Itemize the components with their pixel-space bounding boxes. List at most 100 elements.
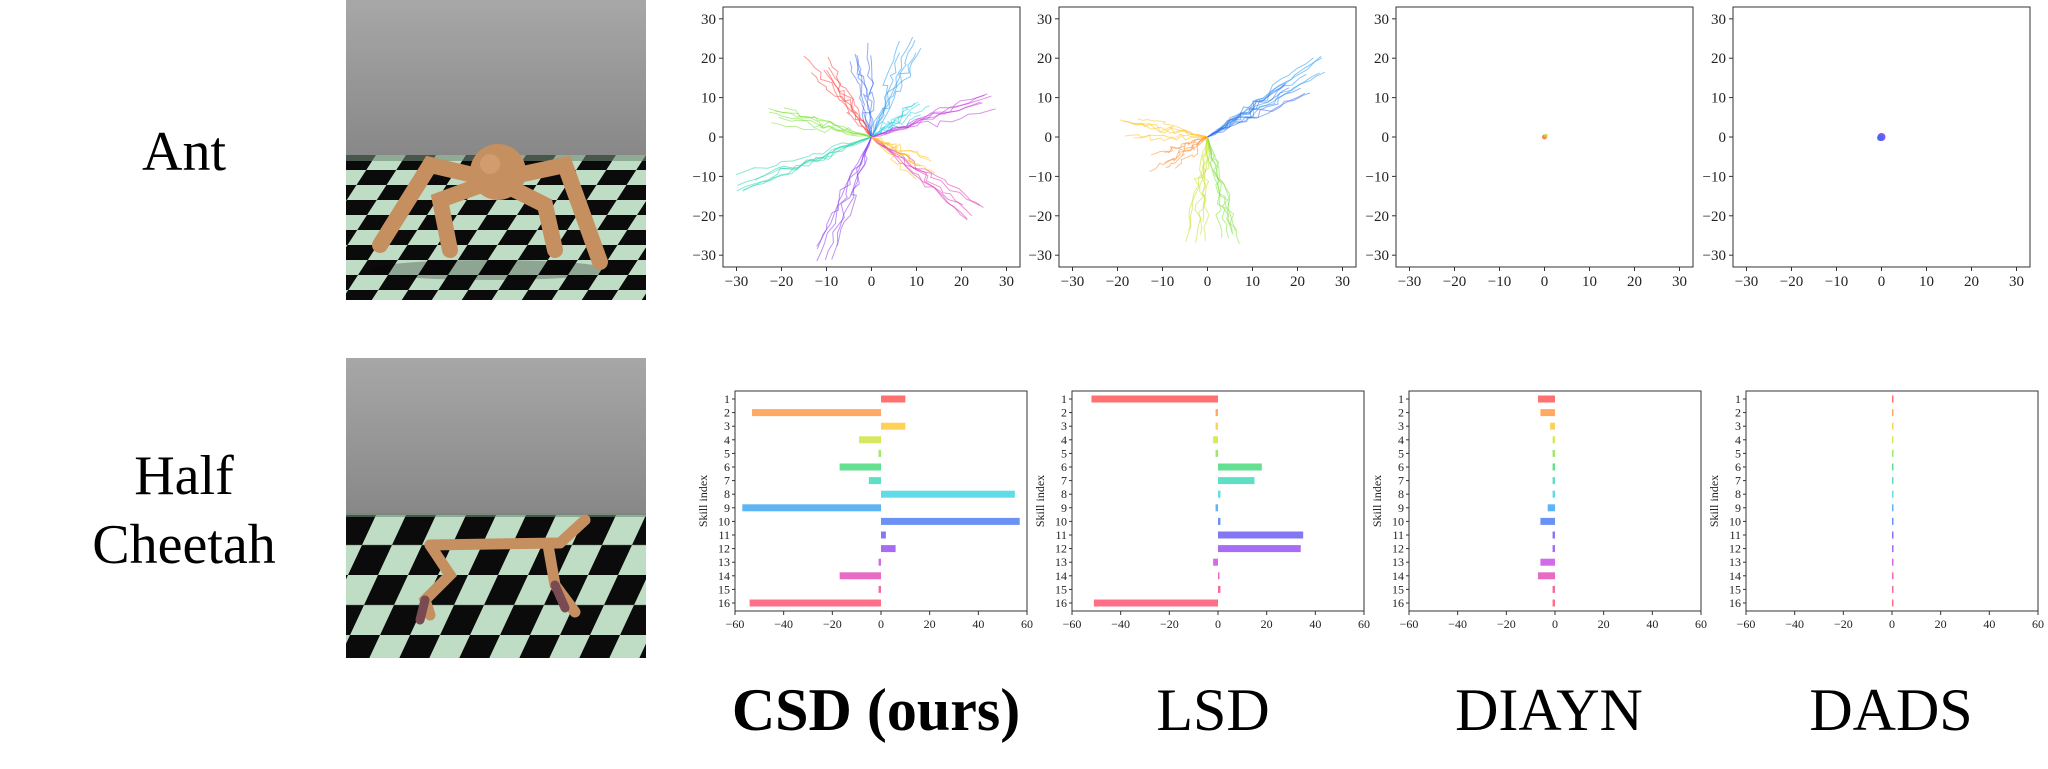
trajectory-skill-1 <box>827 56 872 138</box>
bar-skill-3 <box>1550 422 1555 430</box>
y-tick-label: 14 <box>718 569 730 583</box>
x-tick-label: −20 <box>1443 274 1466 290</box>
y-tick-label: 13 <box>1729 555 1741 569</box>
bar-skill-7 <box>1218 477 1255 485</box>
trajectory-skill-7 <box>737 136 872 186</box>
x-tick-label: −30 <box>725 274 748 290</box>
x-tick-label: 10 <box>909 274 924 290</box>
trajectory-skill-8 <box>816 136 872 247</box>
x-tick-label: 20 <box>1290 274 1305 290</box>
y-tick-label: 14 <box>1392 569 1404 583</box>
y-tick-label: −20 <box>1366 209 1389 225</box>
x-tick-label: 20 <box>924 617 936 631</box>
y-tick-label: 5 <box>1061 446 1067 460</box>
y-tick-label: 10 <box>1374 91 1389 107</box>
ant-panel-diayn: −30 −20 −10 0 10 20 30 30 20 10 0 −10 −20 −30 <box>1366 6 1694 290</box>
y-tick-label: 20 <box>1037 51 1052 67</box>
y-tick-label: 30 <box>701 12 716 28</box>
trajectory-skill-5 <box>871 108 996 138</box>
bar-skill-2 <box>752 409 881 417</box>
trajectory-skill-4 <box>1175 136 1208 169</box>
bar-skill-9 <box>1215 504 1218 512</box>
y-tick-label: −10 <box>693 169 716 185</box>
bar-skill-4 <box>1213 436 1218 444</box>
bar-skill-12 <box>1552 545 1555 553</box>
method-label-lsd: LSD <box>1156 677 1269 743</box>
trajectory-skill-4 <box>871 101 919 138</box>
y-tick-label: −20 <box>1703 209 1726 225</box>
x-tick-label: 60 <box>2032 617 2044 631</box>
y-tick-label: 16 <box>1729 596 1741 610</box>
bar-skill-7 <box>868 477 881 485</box>
bar-skill-15 <box>1552 585 1555 593</box>
x-tick-label: 0 <box>1878 274 1886 290</box>
x-tick-label: −10 <box>1488 274 1511 290</box>
y-tick-label: 3 <box>724 419 730 433</box>
bar-skill-5 <box>1552 449 1555 457</box>
y-tick-label: 5 <box>1398 446 1404 460</box>
y-tick-label: −20 <box>1029 209 1052 225</box>
y-tick-label: 7 <box>1061 474 1067 488</box>
bar-skill-7 <box>1892 477 1894 485</box>
y-tick-label: 16 <box>1392 596 1404 610</box>
bar-skill-10 <box>1218 517 1221 525</box>
y-tick-label: 10 <box>718 514 730 528</box>
bar-skill-16 <box>1093 599 1218 607</box>
x-tick-label: 60 <box>1358 617 1370 631</box>
bar-skill-13 <box>878 558 881 566</box>
y-tick-label: 7 <box>1735 474 1741 488</box>
x-tick-label: 0 <box>1541 274 1549 290</box>
bar-skill-9 <box>742 504 881 512</box>
x-tick-label: −30 <box>1735 274 1758 290</box>
bar-skill-11 <box>1552 531 1555 539</box>
cheetah-panel-dads: −60 −40 −20 0 20 40 6012345678910111213141516S… <box>1707 390 2044 631</box>
bar-skill-14 <box>839 572 881 580</box>
x-tick-label: 40 <box>1646 617 1658 631</box>
bar-skill-9 <box>1547 504 1555 512</box>
y-tick-label: 10 <box>1055 514 1067 528</box>
bar-skill-6 <box>1892 463 1894 471</box>
trajectory-skill-6 <box>1188 136 1208 231</box>
bar-skill-4 <box>859 436 881 444</box>
bar-skill-15 <box>1892 585 1894 593</box>
y-tick-label: 2 <box>1398 406 1404 420</box>
bar-skill-15 <box>1218 585 1221 593</box>
x-tick-label: 20 <box>1261 617 1273 631</box>
trajectory-skill-8 <box>831 136 872 260</box>
trajectory-skill-10 <box>871 136 921 167</box>
y-tick-label: −10 <box>1366 169 1389 185</box>
x-tick-label: −40 <box>1111 617 1130 631</box>
y-tick-label: 3 <box>1398 419 1404 433</box>
x-tick-label: 20 <box>1627 274 1642 290</box>
y-axis-label: Skill index <box>1370 475 1384 527</box>
x-tick-label: 60 <box>1695 617 1707 631</box>
y-tick-label: 9 <box>1061 501 1067 515</box>
row-label-cheetah-line2: Cheetah <box>92 514 275 576</box>
trajectory-skill-3 <box>1133 133 1208 142</box>
x-tick-label: −30 <box>1398 274 1421 290</box>
y-tick-label: 1 <box>1398 392 1404 406</box>
trajectory-cluster <box>1544 133 1548 138</box>
trajectory-skill-6 <box>771 122 872 138</box>
bar-skill-2 <box>1540 409 1555 417</box>
x-tick-label: −20 <box>1780 274 1803 290</box>
trajectory-skill-2 <box>871 52 901 138</box>
cheetah-render-image <box>346 358 646 658</box>
y-tick-label: 9 <box>724 501 730 515</box>
method-label-dads: DADS <box>1809 677 1972 743</box>
x-tick-label: 0 <box>1552 617 1558 631</box>
y-tick-label: 10 <box>1711 91 1726 107</box>
method-label-csd: CSD (ours) <box>732 677 1020 743</box>
trajectory-skill-5 <box>1207 136 1230 239</box>
trajectory-skill-3 <box>1119 119 1208 138</box>
cheetah-panel-lsd: −60 −40 −20 0 20 40 6012345678910111213141516S… <box>1033 390 1370 631</box>
bar-skill-16 <box>1892 599 1894 607</box>
method-label-diayn: DIAYN <box>1455 677 1643 743</box>
bar-skill-3 <box>1215 422 1218 430</box>
y-tick-label: 8 <box>724 487 730 501</box>
cheetah-panel-csd-ours-: −60 −40 −20 0 20 40 6012345678910111213141516S… <box>696 390 1033 631</box>
bar-skill-5 <box>1892 449 1894 457</box>
x-tick-label: 40 <box>972 617 984 631</box>
y-tick-label: 12 <box>718 542 730 556</box>
x-tick-label: −60 <box>1737 617 1756 631</box>
